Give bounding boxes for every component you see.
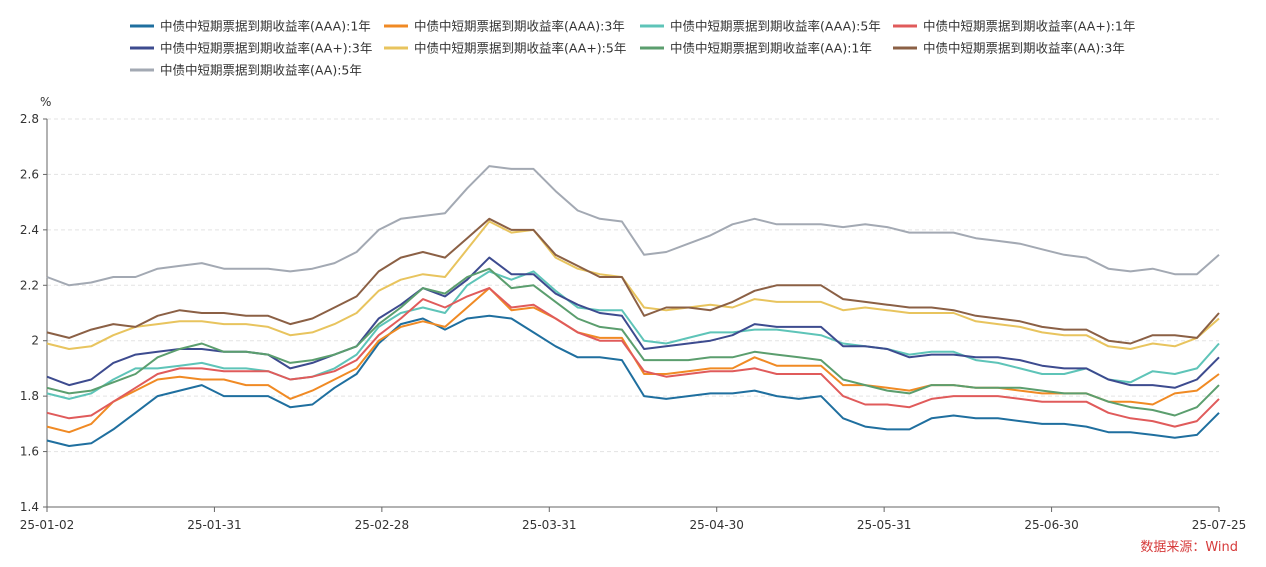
legend-item[interactable]: 中债中短期票据到期收益率(AAA):3年 — [384, 19, 625, 34]
legend-item[interactable]: 中债中短期票据到期收益率(AAA):1年 — [130, 19, 371, 34]
x-tick-label: 25-02-28 — [355, 518, 409, 532]
series-line-7 — [46, 267, 1220, 417]
x-tick-label: 25-06-30 — [1024, 518, 1078, 532]
x-axis: 25-01-02 25-01-31 25-02-28 25-03-31 25-04-30… — [20, 506, 1246, 532]
series-line-2 — [46, 287, 1220, 434]
legend[interactable]: 中债中短期票据到期收益率(AAA):1年 中债中短期票据到期收益率(AAA):3年… — [130, 19, 1135, 78]
y-tick-label: 2.2 — [20, 278, 39, 292]
legend-item[interactable]: 中债中短期票据到期收益率(AA):3年 — [893, 41, 1125, 56]
grid-lines — [47, 118, 1219, 453]
legend-item[interactable]: 中债中短期票据到期收益率(AA+):1年 — [893, 19, 1135, 34]
legend-label: 中债中短期票据到期收益率(AAA):1年 — [160, 19, 371, 34]
series-line-6 — [46, 220, 1220, 350]
x-tick-label: 25-03-31 — [522, 518, 576, 532]
y-axis-ticks: 1.4 1.6 1.8 2 2.2 2.4 2.6 2.8 — [20, 112, 48, 514]
legend-label: 中债中短期票据到期收益率(AAA):5年 — [670, 19, 881, 34]
legend-item[interactable]: 中债中短期票据到期收益率(AA+):3年 — [130, 41, 372, 56]
legend-item[interactable]: 中债中短期票据到期收益率(AA+):5年 — [384, 41, 626, 56]
legend-label: 中债中短期票据到期收益率(AA):1年 — [670, 41, 872, 56]
legend-label: 中债中短期票据到期收益率(AAA):3年 — [414, 19, 625, 34]
legend-label: 中债中短期票据到期收益率(AA):5年 — [160, 63, 362, 78]
x-tick-label: 25-01-02 — [20, 518, 74, 532]
series-lines — [46, 165, 1220, 447]
legend-item[interactable]: 中债中短期票据到期收益率(AA):1年 — [640, 41, 872, 56]
x-tick-label: 25-04-30 — [689, 518, 743, 532]
series-line-3 — [46, 270, 1220, 400]
legend-label: 中债中短期票据到期收益率(AA+):3年 — [160, 41, 372, 56]
series-line-4 — [46, 287, 1220, 428]
y-tick-label: 2.4 — [20, 223, 39, 237]
series-line-1 — [46, 314, 1220, 447]
y-tick-label: 2.6 — [20, 167, 39, 181]
x-tick-label: 25-01-31 — [187, 518, 241, 532]
legend-item[interactable]: 中债中短期票据到期收益率(AA):5年 — [130, 63, 362, 78]
legend-label: 中债中短期票据到期收益率(AA):3年 — [923, 41, 1125, 56]
series-line-8 — [46, 217, 1220, 345]
legend-label: 中债中短期票据到期收益率(AA+):5年 — [414, 41, 626, 56]
legend-label: 中债中短期票据到期收益率(AA+):1年 — [923, 19, 1135, 34]
y-tick-label: 1.8 — [20, 389, 39, 403]
legend-item[interactable]: 中债中短期票据到期收益率(AAA):5年 — [640, 19, 881, 34]
y-tick-label: 2 — [31, 334, 39, 348]
data-source-note: 数据来源：Wind — [1140, 540, 1238, 555]
x-tick-label: 25-07-25 — [1192, 518, 1246, 532]
series-line-9 — [46, 165, 1220, 287]
y-tick-label: 1.4 — [20, 500, 39, 514]
y-tick-label: 2.8 — [20, 112, 39, 126]
y-tick-label: 1.6 — [20, 445, 39, 459]
x-tick-label: 25-05-31 — [857, 518, 911, 532]
y-axis-unit: % — [40, 95, 51, 109]
